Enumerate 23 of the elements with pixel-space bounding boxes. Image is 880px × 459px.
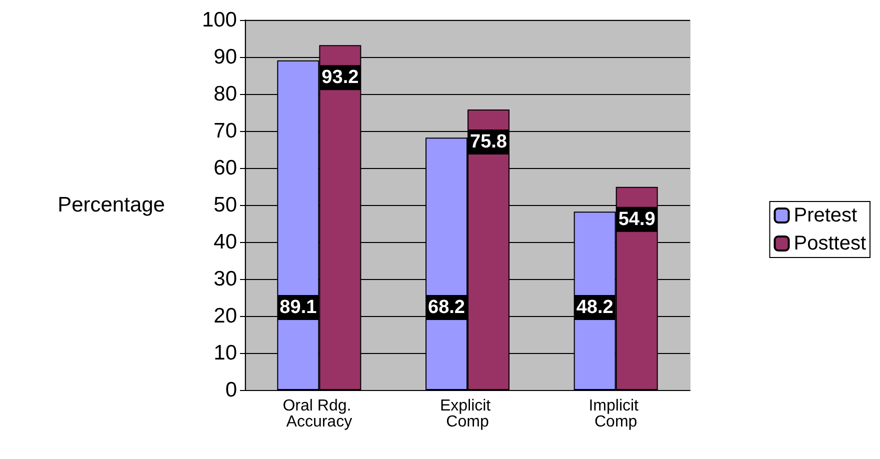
legend-label: Posttest <box>794 232 866 254</box>
data-label: 93.2 <box>322 67 359 88</box>
y-tick-label: 0 <box>225 378 237 402</box>
data-label: 54.9 <box>618 208 656 230</box>
y-tick-label: 100 <box>202 8 237 32</box>
legend-label: Pretest <box>794 204 858 226</box>
y-tick-label: 10 <box>214 342 237 364</box>
data-label: 75.8 <box>470 132 507 153</box>
y-tick-label: 40 <box>214 230 237 254</box>
y-tick-label: 80 <box>214 82 237 106</box>
y-tick-label: 20 <box>214 304 237 328</box>
x-tick-label: Explicit Comp <box>440 398 496 430</box>
y-tick-label: 70 <box>214 120 237 142</box>
data-label: 68.2 <box>428 297 465 318</box>
y-tick-label: 60 <box>214 156 237 180</box>
x-tick-label: Implicit Comp <box>588 398 643 430</box>
y-axis-title: Percentage <box>58 194 165 216</box>
y-tick-label: 50 <box>214 194 237 216</box>
x-tick-label: Oral Rdg. Accuracy <box>282 398 356 430</box>
data-label: 48.2 <box>576 297 614 318</box>
y-tick-label: 30 <box>214 268 237 290</box>
data-label: 89.1 <box>280 297 318 318</box>
y-tick-label: 90 <box>214 46 237 68</box>
